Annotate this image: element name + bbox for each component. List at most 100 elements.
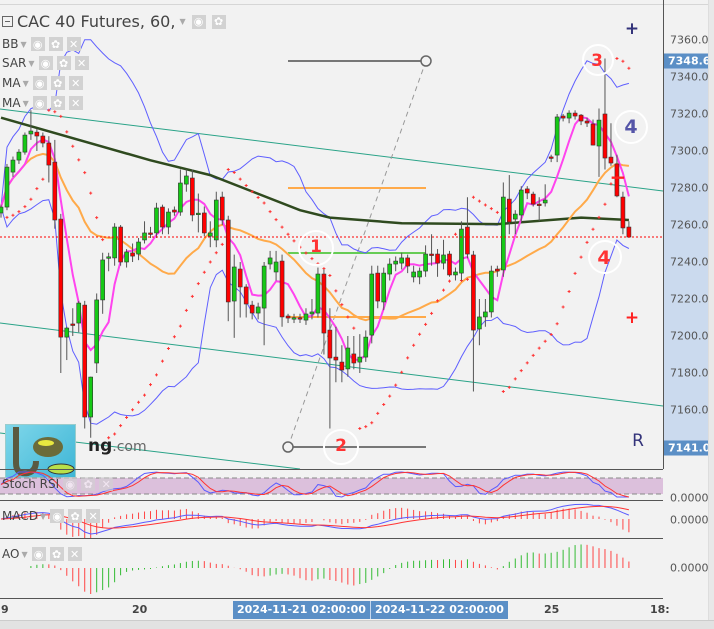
- plus-icon[interactable]: +: [624, 308, 640, 328]
- candle-down: [572, 112, 578, 117]
- collapse-icon[interactable]: [2, 16, 13, 27]
- sar-point: [238, 177, 242, 181]
- macd-legend[interactable]: MACD ▼ ◉ ✿ ✕: [2, 509, 101, 523]
- eye-icon[interactable]: ◉: [31, 547, 46, 561]
- eye-icon[interactable]: ◉: [191, 14, 206, 29]
- time-axis[interactable]: [0, 598, 663, 620]
- time-label: 20: [132, 603, 148, 616]
- candle-up: [393, 260, 398, 265]
- eye-icon[interactable]: ◉: [32, 76, 47, 90]
- sar-point: [358, 427, 362, 430]
- close-icon[interactable]: ✕: [66, 37, 81, 51]
- gear-icon[interactable]: ✿: [81, 477, 96, 491]
- candle-down: [40, 135, 46, 144]
- sar-point: [131, 408, 135, 412]
- candle-up: [554, 116, 560, 156]
- pane-divider[interactable]: [0, 469, 663, 470]
- sar-point: [340, 303, 344, 307]
- candle-up: [596, 119, 602, 147]
- wave-label-3: 3: [591, 51, 603, 71]
- sar-point: [214, 251, 218, 255]
- candle-down: [602, 113, 608, 159]
- ao-legend[interactable]: AO ▼ ◉ ✿ ✕: [2, 547, 82, 561]
- sar-point: [166, 346, 170, 350]
- legend-ma-1[interactable]: MA ▼ ◉ ✿ ✕: [2, 76, 83, 90]
- gear-icon[interactable]: ✿: [68, 509, 83, 523]
- close-icon[interactable]: ✕: [67, 547, 82, 561]
- sar-point: [89, 191, 93, 195]
- plus-icon[interactable]: +: [624, 19, 640, 39]
- stoch-rsi-legend[interactable]: Stoch RSI ◉ ✿ ✕: [2, 477, 114, 491]
- candle-down: [297, 317, 303, 320]
- legend-label: SAR: [2, 56, 27, 70]
- gear-icon[interactable]: ✿: [50, 96, 65, 110]
- legend-bb[interactable]: BB ▼ ◉ ✿ ✕: [2, 37, 81, 51]
- close-icon[interactable]: ✕: [74, 56, 89, 70]
- eye-icon[interactable]: ◉: [63, 477, 78, 491]
- candle-up: [166, 211, 171, 228]
- price-axis[interactable]: [663, 0, 709, 469]
- candle-down: [118, 226, 123, 263]
- candle-down: [471, 254, 476, 331]
- sar-point: [5, 215, 9, 219]
- close-icon[interactable]: ✕: [68, 76, 83, 90]
- candle-down: [160, 206, 165, 228]
- candle-up: [542, 199, 548, 204]
- pane-divider[interactable]: [0, 500, 663, 501]
- gear-icon[interactable]: ✿: [48, 37, 63, 51]
- gear-icon[interactable]: ✿: [50, 76, 65, 90]
- eye-icon[interactable]: ◉: [38, 56, 53, 70]
- macd-axis-value: 0.0000: [670, 513, 709, 527]
- chevron-down-icon[interactable]: ▼: [179, 17, 186, 26]
- chevron-down-icon[interactable]: ▼: [39, 511, 47, 521]
- chevron-down-icon[interactable]: ▼: [22, 98, 29, 108]
- eye-icon[interactable]: ◉: [30, 37, 45, 51]
- price-tick: 7220.0: [670, 292, 709, 306]
- price-tick: 7300.0: [670, 144, 709, 158]
- chevron-down-icon[interactable]: ▼: [21, 549, 28, 559]
- macd-pane[interactable]: [0, 501, 663, 538]
- gear-icon[interactable]: ✿: [56, 56, 71, 70]
- sar-point: [465, 277, 469, 281]
- sar-point: [292, 239, 296, 243]
- sar-point: [627, 66, 631, 70]
- sar-point: [53, 110, 57, 114]
- candle-up: [261, 265, 267, 309]
- candle-up: [208, 232, 213, 237]
- legend-ma-2[interactable]: MA ▼ ◉ ✿ ✕: [2, 96, 83, 110]
- gear-icon[interactable]: ✿: [211, 14, 226, 29]
- candle-down: [52, 161, 58, 221]
- candle-down: [465, 226, 470, 255]
- close-icon[interactable]: ✕: [68, 96, 83, 110]
- sar-point: [603, 202, 607, 206]
- chevron-down-icon[interactable]: ▼: [22, 78, 29, 88]
- marker-ring: [588, 240, 622, 274]
- price-tick: 7320.0: [670, 107, 709, 121]
- sar-point: [555, 322, 559, 326]
- ao-pane[interactable]: [0, 539, 663, 598]
- eye-icon[interactable]: ◉: [50, 509, 65, 523]
- minus-icon[interactable]: −: [609, 165, 627, 189]
- scrollbar[interactable]: [708, 0, 714, 620]
- stoch-rsi-label: Stoch RSI: [2, 477, 60, 491]
- price-chart[interactable]: [0, 0, 663, 469]
- sar-point: [591, 227, 595, 231]
- close-icon[interactable]: ✕: [86, 509, 101, 523]
- sar-point: [178, 324, 182, 328]
- eye-icon[interactable]: ◉: [32, 96, 47, 110]
- sar-point: [400, 370, 404, 374]
- candle-up: [441, 254, 446, 264]
- close-icon[interactable]: ✕: [99, 477, 114, 491]
- gear-icon[interactable]: ✿: [49, 547, 64, 561]
- sar-point: [23, 205, 27, 209]
- candle-up: [291, 317, 297, 320]
- price-tick: 7180.0: [670, 366, 709, 380]
- chevron-down-icon[interactable]: ▼: [20, 39, 27, 49]
- sar-point: [471, 195, 475, 199]
- sar-point: [154, 373, 158, 377]
- pane-divider[interactable]: [0, 538, 663, 539]
- price-tick: 7240.0: [670, 255, 709, 269]
- sar-point: [448, 279, 451, 283]
- legend-sar[interactable]: SAR ▼ ◉ ✿ ✕: [2, 56, 89, 70]
- chevron-down-icon[interactable]: ▼: [28, 58, 35, 68]
